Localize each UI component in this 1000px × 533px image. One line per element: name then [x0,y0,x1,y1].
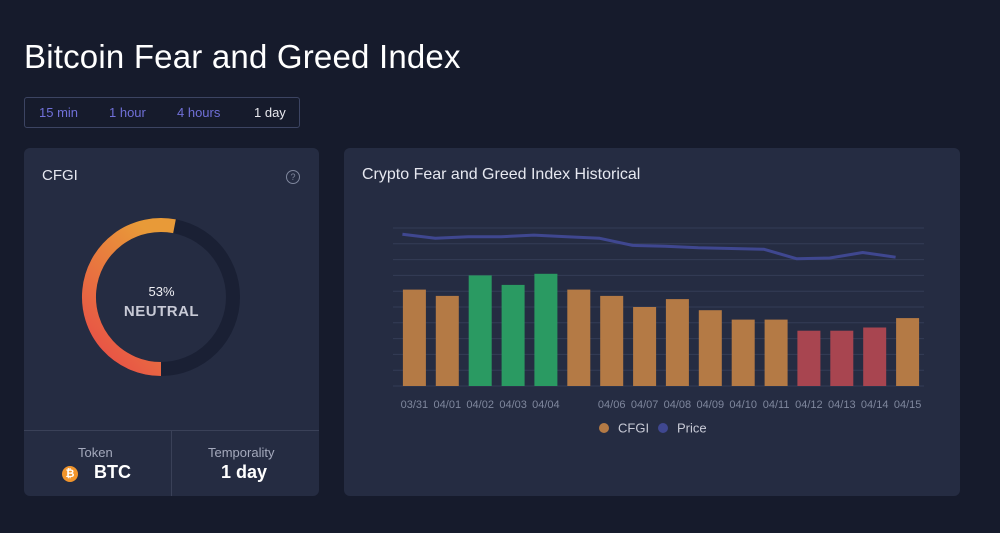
cfgi-bar [468,275,492,386]
tab-4-hours[interactable]: 4 hours [177,105,221,120]
history-card-title: Crypto Fear and Greed Index Historical [362,166,641,183]
history-chart: 03/31 04/01 04/02 04/03 04/04 04/06 04/07 04/08… [393,227,924,436]
gauge-sentiment: NEUTRAL [123,303,200,320]
cfgi-bar [435,295,459,386]
x-tick-label: 04/15 [894,399,922,411]
cfgi-bar [402,289,426,386]
x-tick-label: 04/10 [729,399,757,411]
cfgi-gauge [81,218,240,376]
cfgi-bar [797,330,821,386]
cfgi-bar [863,327,887,386]
cfgi-bar [633,307,657,386]
legend-cfgi-label: CFGI [618,421,649,436]
gauge-percent: 53% [148,284,175,299]
cfgi-bar [896,318,920,386]
cfgi-bar [501,284,525,386]
legend-price-label: Price [677,421,707,436]
tab-15-min[interactable]: 15 min [39,105,79,120]
x-tick-label: 04/13 [828,399,856,411]
x-tick-label: 04/07 [631,399,659,411]
x-tick-label: 04/06 [598,399,626,411]
token-value: BTC [94,462,131,482]
gauge-fill-arc [81,218,176,376]
page-title: Bitcoin Fear and Greed Index [24,38,461,75]
x-tick-label: 04/09 [697,399,725,411]
timeframe-tabs: 15 min 1 hour 4 hours 1 day [24,97,300,128]
tab-1-day[interactable]: 1 day [254,105,286,120]
x-tick-label: 04/12 [795,399,823,411]
x-tick-label: 04/14 [861,399,889,411]
x-tick-label: 04/01 [434,399,462,411]
cfgi-bar [830,330,854,386]
x-tick-label: 04/11 [763,399,790,411]
cfgi-bar [764,319,788,386]
x-tick-label: 04/03 [499,399,527,411]
cfgi-bar [534,273,558,386]
cfgi-card: CFGI ? 53% NEUTRAL Token ₿ BTC Temporali… [24,148,319,496]
cfgi-card-title: CFGI [42,167,78,184]
token-label: Token [78,445,113,460]
x-tick-label: 04/02 [466,399,494,411]
x-tick-label: 04/04 [532,399,560,411]
temporality-label: Temporality [208,445,275,460]
question-circle-icon[interactable]: ? [286,170,300,184]
legend-cfgi-marker [599,423,609,433]
history-card: Crypto Fear and Greed Index Historical 0… [344,148,960,496]
x-tick-label: 04/08 [664,399,692,411]
cfgi-bar [731,319,755,386]
x-tick-label: 03/31 [401,399,429,411]
cfgi-bar [665,299,689,386]
footer-vertical-divider [171,430,172,496]
legend-price-marker [658,423,668,433]
temporality-value: 1 day [221,462,268,482]
cfgi-bar [698,310,722,386]
bitcoin-icon: ₿ [62,466,78,482]
cfgi-bar [600,295,624,386]
cfgi-bar [567,289,591,386]
price-line [402,232,896,261]
tab-1-hour[interactable]: 1 hour [109,105,146,120]
